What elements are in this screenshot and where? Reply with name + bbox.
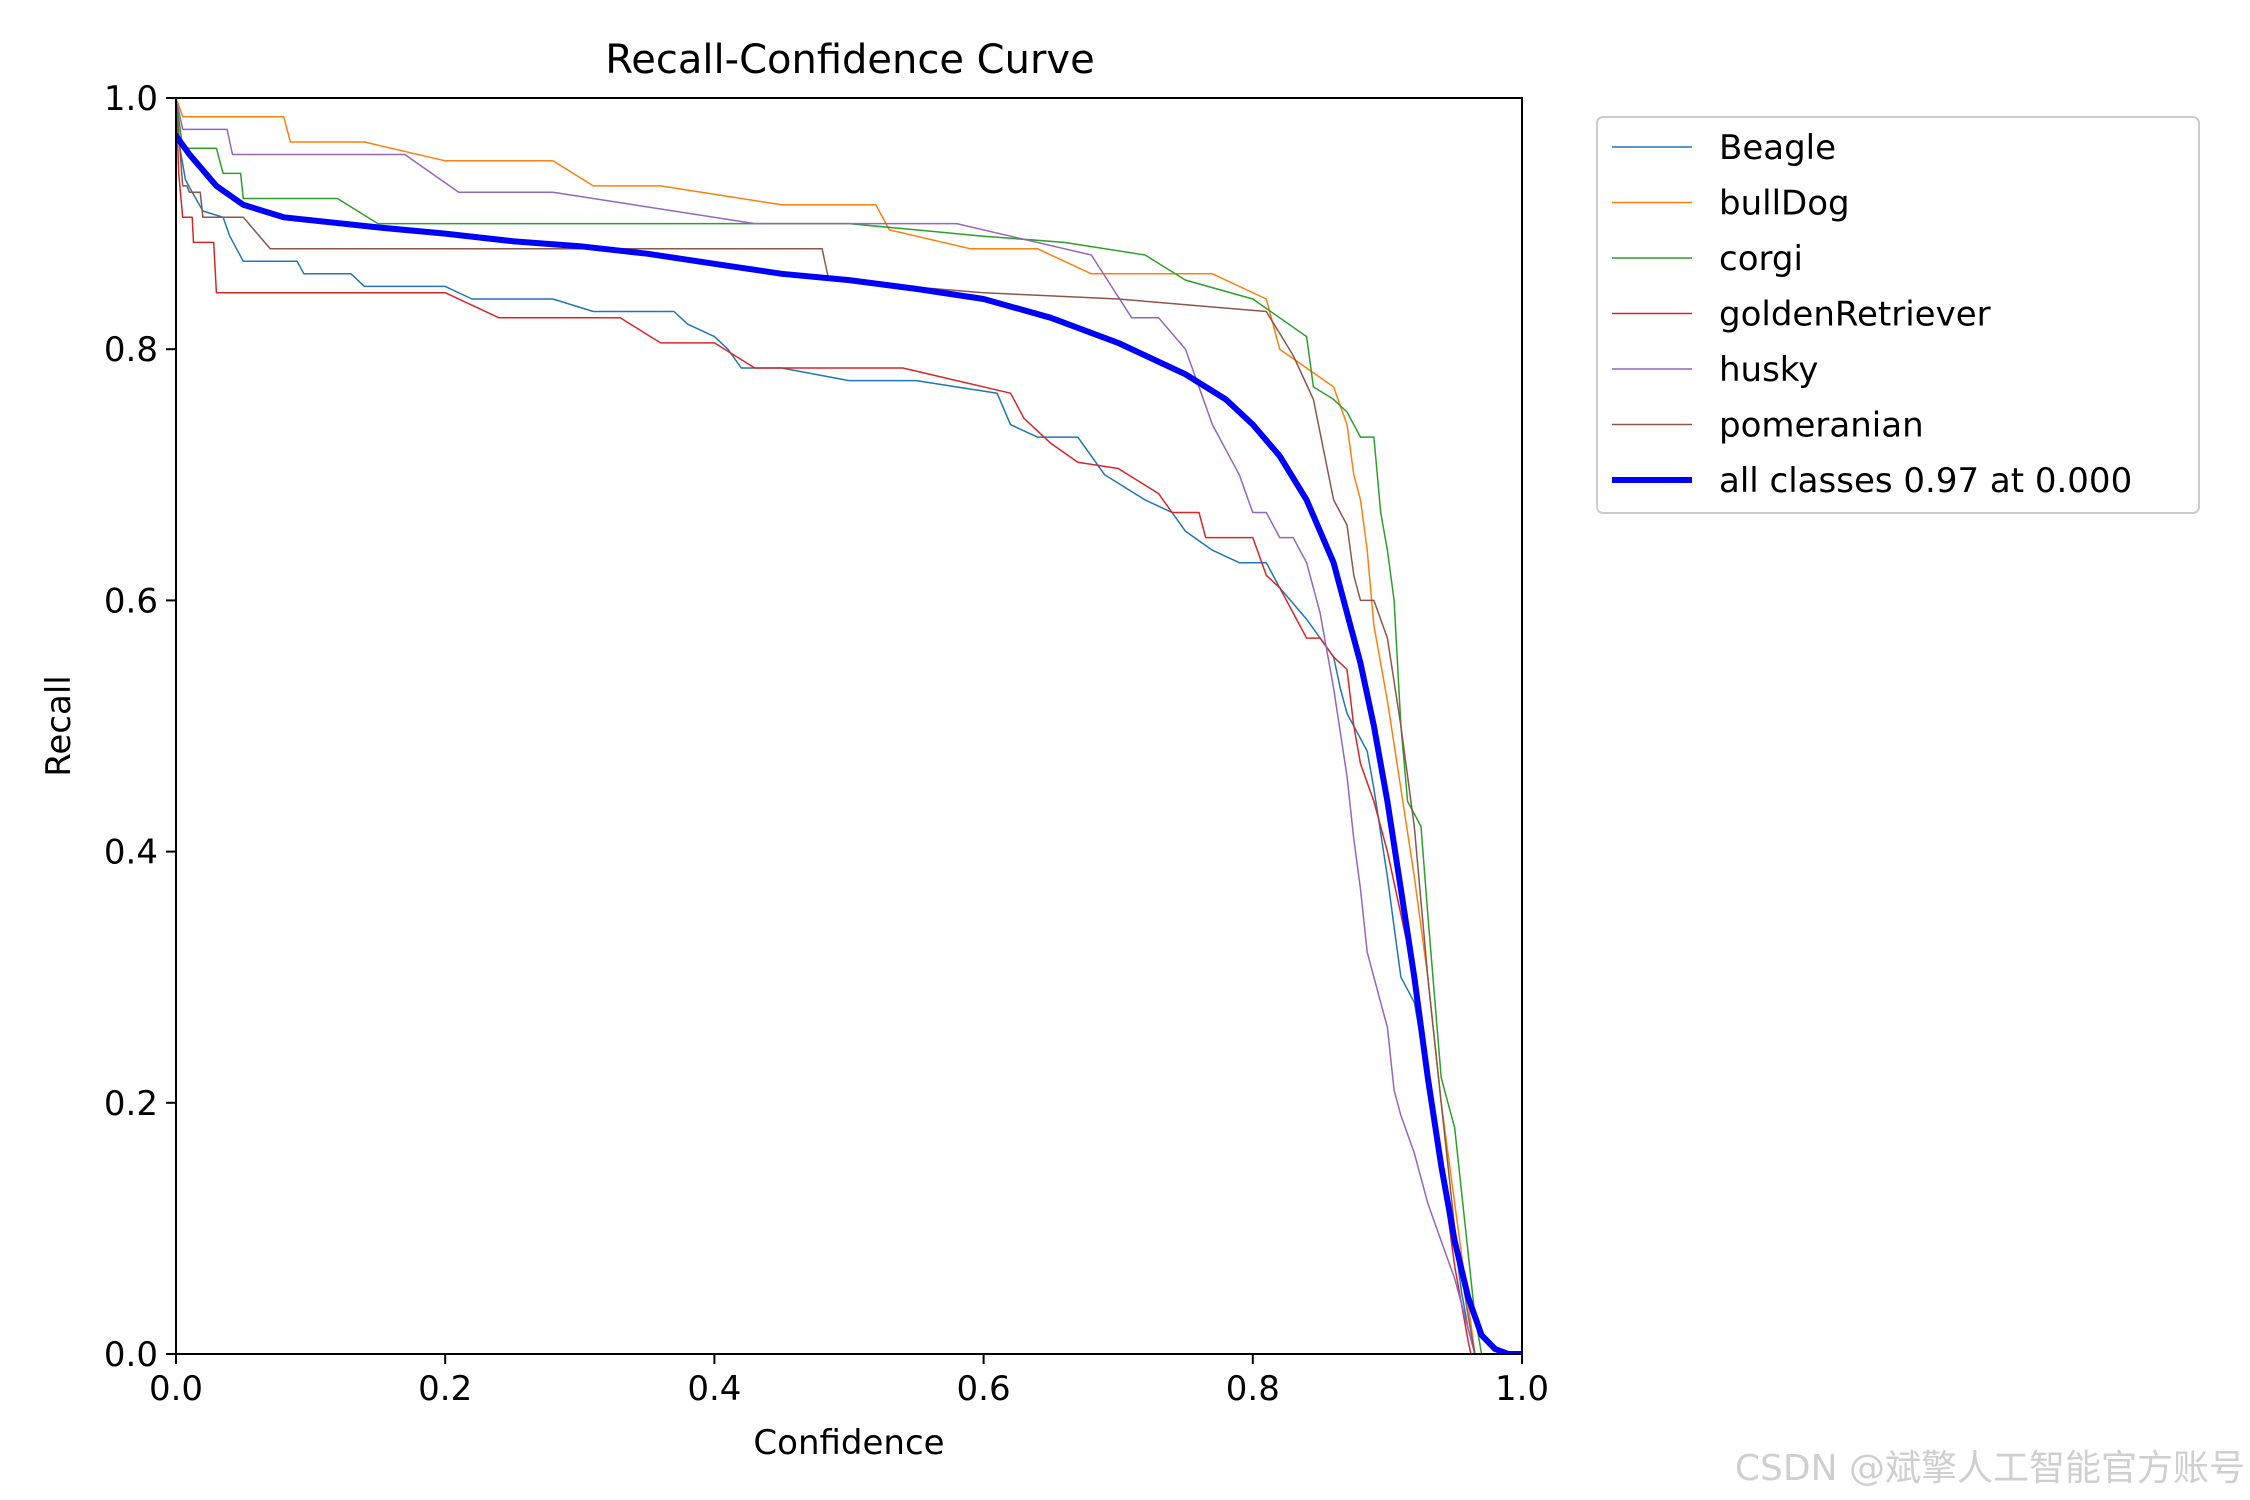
legend-label: Beagle	[1719, 128, 1836, 168]
series-line-goldenretriever	[176, 98, 1472, 1354]
y-axis-label: Recall	[39, 675, 79, 776]
y-tick-label: 0.6	[104, 581, 158, 621]
legend-box	[1596, 116, 2200, 514]
plot-frame	[175, 97, 1523, 1355]
x-tick-label: 1.0	[1495, 1369, 1549, 1409]
legend-label: pomeranian	[1719, 406, 1924, 446]
x-tick-label: 0.6	[957, 1369, 1011, 1409]
y-tick-label: 0.0	[104, 1335, 158, 1375]
x-tick-label: 0.4	[687, 1369, 741, 1409]
x-axis-label: Confidence	[753, 1423, 944, 1463]
legend-label: all classes 0.97 at 0.000	[1719, 461, 2132, 501]
axes-ticks: 0.0 0.2 0.4 0.6 0.8 1.0 0.0 0.2 0.4 0.6 0.8 1.0	[104, 79, 1549, 1409]
y-tick-label: 0.2	[104, 1084, 158, 1124]
legend-label: corgi	[1719, 239, 1803, 279]
series-line-bulldog	[176, 98, 1476, 1354]
legend: Beagle bullDog corgi goldenRetriever husky po…	[1596, 116, 2200, 514]
x-tick-label: 0.8	[1226, 1369, 1280, 1409]
legend-label: husky	[1719, 350, 1818, 390]
series-layer	[176, 98, 1522, 1354]
series-line-all	[176, 132, 1522, 1354]
y-tick-label: 1.0	[104, 79, 158, 119]
chart-title: Recall-Confidence Curve	[605, 37, 1094, 83]
series-line-beagle	[176, 98, 1476, 1354]
series-line-corgi	[176, 98, 1483, 1354]
watermark: CSDN @斌擎人工智能官方账号	[1735, 1448, 2245, 1489]
x-tick-label: 0.0	[149, 1369, 203, 1409]
series-line-pomeranian	[176, 98, 1476, 1354]
legend-label: goldenRetriever	[1719, 295, 1991, 335]
y-tick-label: 0.8	[104, 330, 158, 370]
x-tick-label: 0.2	[418, 1369, 472, 1409]
y-tick-label: 0.4	[104, 833, 158, 873]
legend-label: bullDog	[1719, 184, 1850, 224]
series-line-husky	[176, 98, 1476, 1354]
